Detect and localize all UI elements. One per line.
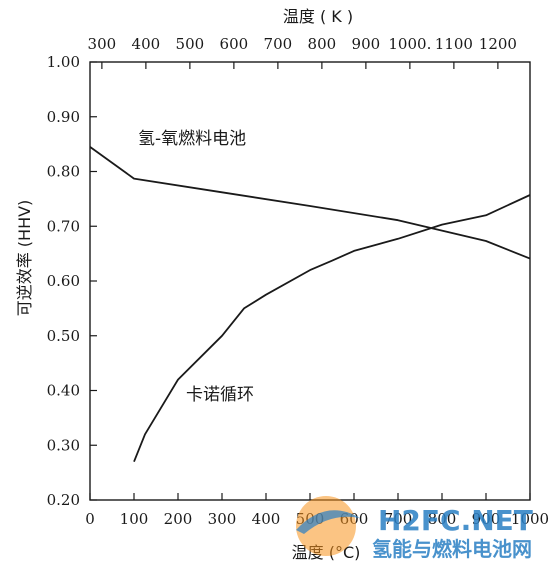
y-tick-label: 0.90 [47,108,80,126]
y-tick-label: 0.60 [47,272,80,290]
swoosh-icon [296,510,360,534]
x-tick-label: 200 [164,510,193,528]
y-axis-title: 可逆效率 (HHV) [15,200,34,317]
series-layer [89,146,531,463]
fuel-cell-label: 氢-氧燃料电池 [138,129,246,149]
carnot-label: 卡诺循环 [186,385,254,405]
y-tick-label: 0.80 [47,163,80,181]
watermark-subtitle: 氢能与燃料电池网 [372,537,532,561]
top-tick-label: 600 [220,35,249,53]
top-tick-label: 1200 [479,35,517,53]
top-axis-ticks: 300 400 500 600 700 800 900 1000. 1100 1200 [88,35,517,69]
top-tick-label: 500 [176,35,205,53]
y-tick-label: 0.20 [47,491,80,509]
x-tick-label: 100 [120,510,149,528]
y-tick-label: 0.30 [47,436,80,454]
top-tick-label: 700 [264,35,293,53]
carnot-line [133,194,531,463]
plot-border [89,61,531,501]
top-tick-label: 900 [352,35,381,53]
x-tick-label: 1000 [511,510,549,528]
x-tick-label: 800 [428,510,457,528]
top-tick-label: 1000. [388,35,431,53]
x-tick-label: 400 [252,510,281,528]
x-tick-label: 0 [85,510,95,528]
plot-frame [89,61,531,501]
x-tick-label: 900 [472,510,501,528]
y-axis-ticks: 0.20 0.30 0.40 0.50 0.60 0.70 0.80 0.90 1.00 [47,53,97,509]
x-tick-label: 700 [384,510,413,528]
x-tick-label: 300 [208,510,237,528]
watermark-logo: H2FC.NET 氢能与燃料电池网 [296,496,533,561]
y-tick-label: 0.50 [47,327,80,345]
top-tick-label: 1100 [435,35,473,53]
top-tick-label: 400 [132,35,161,53]
y-tick-label: 0.40 [47,382,80,400]
y-tick-label: 0.70 [47,217,80,235]
y-tick-label: 1.00 [47,53,80,71]
top-axis-title: 温度 ( K ) [283,7,353,26]
fuel-cell-line [89,146,531,260]
watermark-logo-text: H2FC.NET [378,504,533,537]
top-tick-label: 800 [308,35,337,53]
top-tick-label: 300 [88,35,117,53]
